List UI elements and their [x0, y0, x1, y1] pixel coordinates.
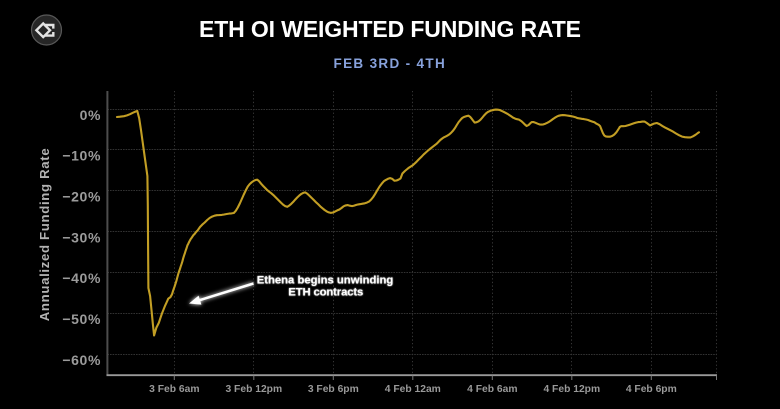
svg-text:−50%: −50% — [62, 311, 101, 327]
svg-text:3 Feb 6pm: 3 Feb 6pm — [308, 384, 359, 395]
svg-text:4 Feb 12pm: 4 Feb 12pm — [543, 384, 600, 395]
svg-text:−40%: −40% — [62, 270, 101, 286]
svg-text:FEB 3RD - 4TH: FEB 3RD - 4TH — [334, 56, 447, 71]
svg-text:3 Feb 12pm: 3 Feb 12pm — [225, 384, 282, 395]
svg-text:−10%: −10% — [62, 148, 101, 164]
svg-text:ETH OI WEIGHTED FUNDING RATE: ETH OI WEIGHTED FUNDING RATE — [199, 16, 581, 42]
svg-text:4 Feb 6pm: 4 Feb 6pm — [626, 384, 677, 395]
svg-text:4 Feb 12am: 4 Feb 12am — [385, 384, 441, 395]
svg-text:Annualized Funding Rate: Annualized Funding Rate — [37, 148, 52, 321]
svg-text:−30%: −30% — [62, 229, 101, 245]
svg-text:3 Feb 6am: 3 Feb 6am — [149, 384, 199, 395]
svg-text:−60%: −60% — [62, 352, 101, 368]
svg-text:Ethena begins unwinding: Ethena begins unwinding — [257, 274, 394, 286]
svg-text:−20%: −20% — [62, 189, 101, 205]
svg-text:ETH contracts: ETH contracts — [288, 286, 363, 298]
svg-text:0%: 0% — [80, 107, 101, 123]
svg-text:4 Feb 6am: 4 Feb 6am — [467, 384, 517, 395]
